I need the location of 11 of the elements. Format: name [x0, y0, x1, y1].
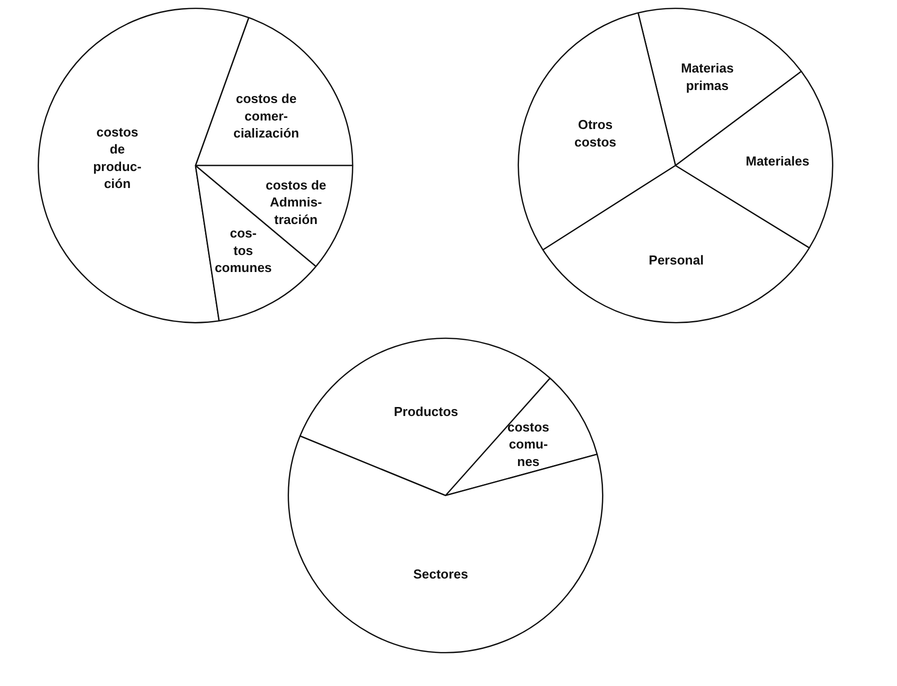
slice-label: costos de comer- cialización — [233, 91, 300, 141]
slice-label: cos- tos comunes — [214, 226, 272, 276]
slice-label: Materiales — [746, 153, 810, 168]
slice-label: Materias primas — [680, 60, 734, 93]
slice-label: costos de produc- ción — [93, 124, 142, 192]
slice-label: Otros costos — [574, 117, 616, 150]
slice-label: Personal — [648, 252, 704, 268]
slice-label: costos de Admnis- tración — [266, 177, 326, 227]
slice-label: costos comu- nes — [507, 419, 550, 469]
slice-label: Sectores — [413, 566, 468, 582]
slice-label: Productos — [394, 404, 458, 419]
